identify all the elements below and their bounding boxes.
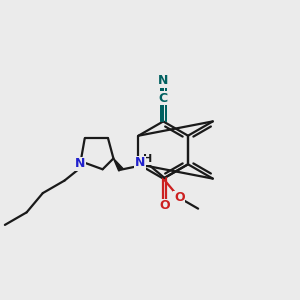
Text: N: N: [75, 157, 85, 170]
Text: O: O: [174, 191, 185, 204]
Text: H: H: [142, 154, 152, 164]
Text: N: N: [158, 74, 168, 87]
Polygon shape: [113, 158, 123, 171]
Text: C: C: [159, 92, 168, 104]
Text: N: N: [135, 156, 146, 169]
Text: O: O: [159, 199, 170, 212]
